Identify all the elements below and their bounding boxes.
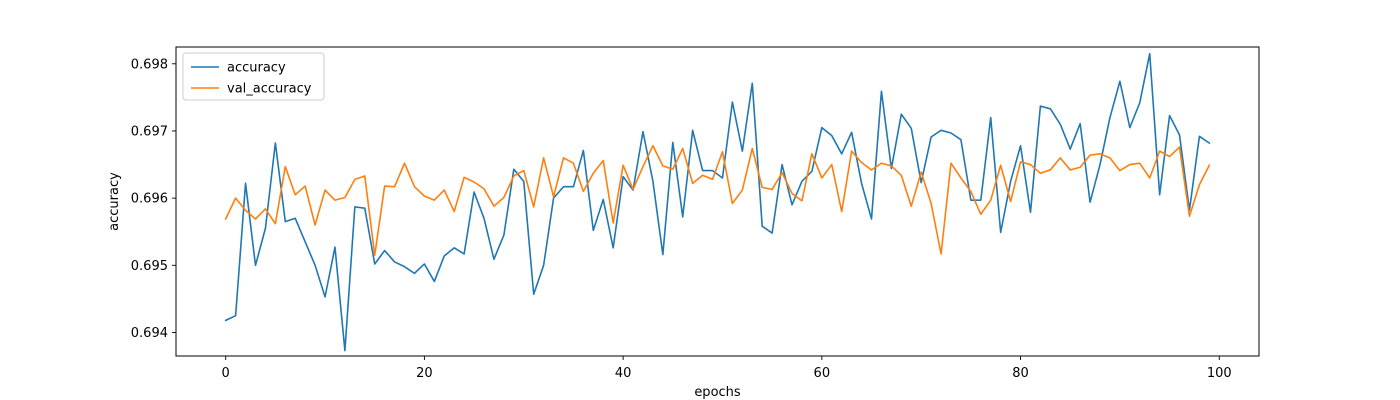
x-tick-label: 60 — [814, 366, 831, 381]
x-tick-label: 20 — [416, 366, 433, 381]
y-axis-title: accuracy — [107, 172, 122, 231]
series-line-accuracy — [224, 52, 1211, 352]
legend-label-accuracy: accuracy — [227, 61, 286, 76]
plot-frame — [175, 46, 1260, 357]
x-axis-title: epochs — [694, 385, 741, 400]
x-axis: 0 20 40 60 80 100 — [222, 356, 1232, 381]
x-tick-label: 0 — [222, 366, 230, 381]
y-axis: 0.694 0.695 0.696 0.697 0.698 — [131, 57, 176, 341]
y-tick-label: 0.697 — [131, 124, 168, 139]
legend: accuracy val_accuracy — [182, 52, 325, 101]
x-tick-label: 80 — [1012, 366, 1029, 381]
series-line-val-accuracy — [224, 144, 1211, 257]
y-tick-label: 0.698 — [131, 57, 168, 72]
series-layer — [224, 52, 1211, 352]
y-tick-label: 0.695 — [131, 259, 168, 274]
legend-label-val-accuracy: val_accuracy — [227, 82, 312, 97]
x-tick-label: 100 — [1207, 366, 1232, 381]
plot-background — [176, 47, 1259, 356]
y-tick-label: 0.694 — [131, 326, 168, 341]
y-tick-label: 0.696 — [131, 192, 168, 207]
x-tick-label: 40 — [615, 366, 632, 381]
